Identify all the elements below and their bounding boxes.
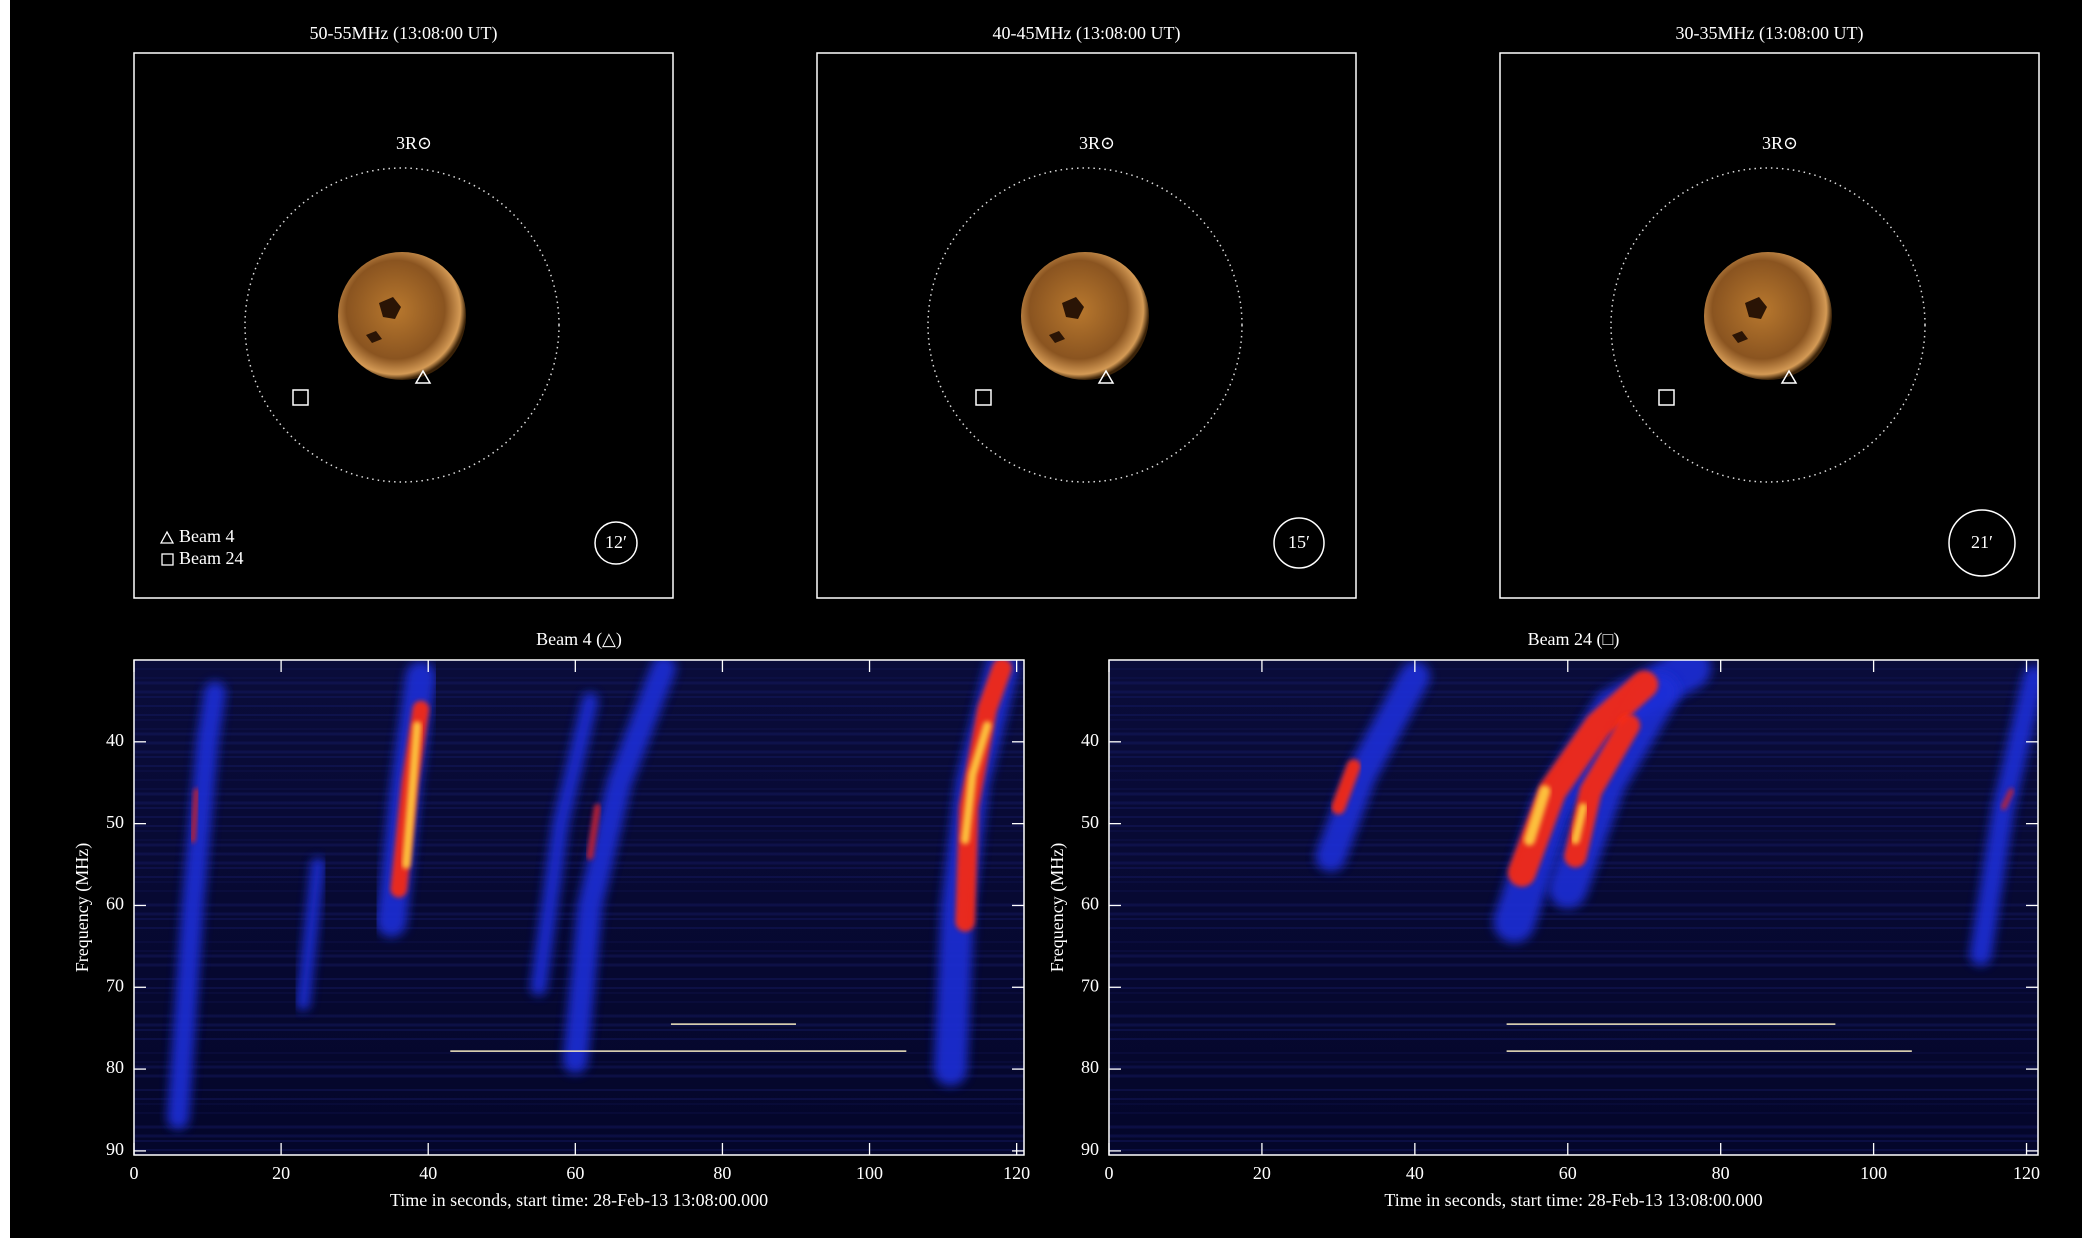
x-tick-label: 100 xyxy=(856,1163,883,1183)
y-axis-label: Frequency (MHz) xyxy=(1047,843,1068,972)
y-tick-label: 40 xyxy=(1081,730,1099,750)
legend-label: Beam 4 xyxy=(179,526,235,546)
spectrogram-image xyxy=(134,660,1024,1155)
beam-size-label: 21′ xyxy=(1971,532,1993,552)
x-tick-label: 60 xyxy=(1559,1163,1577,1183)
y-tick-label: 60 xyxy=(106,894,124,914)
panel-title: 40-45MHz (13:08:00 UT) xyxy=(993,23,1181,44)
x-tick-label: 120 xyxy=(1003,1163,1030,1183)
y-tick-label: 80 xyxy=(106,1057,124,1077)
x-tick-label: 60 xyxy=(566,1163,584,1183)
x-tick-label: 80 xyxy=(713,1163,731,1183)
x-tick-label: 20 xyxy=(1253,1163,1271,1183)
x-tick-label: 40 xyxy=(419,1163,437,1183)
sun xyxy=(1021,252,1149,380)
x-tick-label: 0 xyxy=(130,1163,139,1183)
x-axis-label: Time in seconds, start time: 28-Feb-13 1… xyxy=(390,1190,768,1210)
y-tick-label: 90 xyxy=(106,1139,124,1159)
y-tick-label: 90 xyxy=(1081,1139,1099,1159)
radius-label: 3R⊙ xyxy=(1079,133,1115,153)
figure: 50-55MHz (13:08:00 UT)3R⊙12′Beam 4Beam 2… xyxy=(0,0,2082,1238)
beam-size-label: 15′ xyxy=(1288,532,1310,552)
legend-label: Beam 24 xyxy=(179,548,244,568)
y-tick-label: 50 xyxy=(106,812,124,832)
x-tick-label: 120 xyxy=(2013,1163,2040,1183)
panel-title: 30-35MHz (13:08:00 UT) xyxy=(1676,23,1864,44)
x-axis-label: Time in seconds, start time: 28-Feb-13 1… xyxy=(1384,1190,1762,1210)
plot-title: Beam 4 (△) xyxy=(536,629,622,650)
beam-size-label: 12′ xyxy=(605,532,627,552)
edge xyxy=(0,0,10,1238)
y-tick-label: 40 xyxy=(106,730,124,750)
y-tick-label: 80 xyxy=(1081,1057,1099,1077)
y-tick-label: 60 xyxy=(1081,894,1099,914)
radius-label: 3R⊙ xyxy=(396,133,432,153)
y-tick-label: 70 xyxy=(1081,975,1099,995)
y-tick-label: 70 xyxy=(106,975,124,995)
x-tick-label: 0 xyxy=(1105,1163,1114,1183)
sun xyxy=(338,252,466,380)
page: 50-55MHz (13:08:00 UT)3R⊙12′Beam 4Beam 2… xyxy=(0,0,2082,1238)
panel-title: 50-55MHz (13:08:00 UT) xyxy=(310,23,498,44)
radius-label: 3R⊙ xyxy=(1762,133,1798,153)
burst xyxy=(193,791,197,840)
x-tick-label: 80 xyxy=(1712,1163,1730,1183)
x-tick-label: 40 xyxy=(1406,1163,1424,1183)
y-axis-label: Frequency (MHz) xyxy=(72,843,93,972)
plot-title: Beam 24 (□) xyxy=(1528,629,1620,650)
y-tick-label: 50 xyxy=(1081,812,1099,832)
x-tick-label: 20 xyxy=(272,1163,290,1183)
sun xyxy=(1704,252,1832,380)
x-tick-label: 100 xyxy=(1860,1163,1887,1183)
spectrogram-image xyxy=(1109,660,2038,1155)
